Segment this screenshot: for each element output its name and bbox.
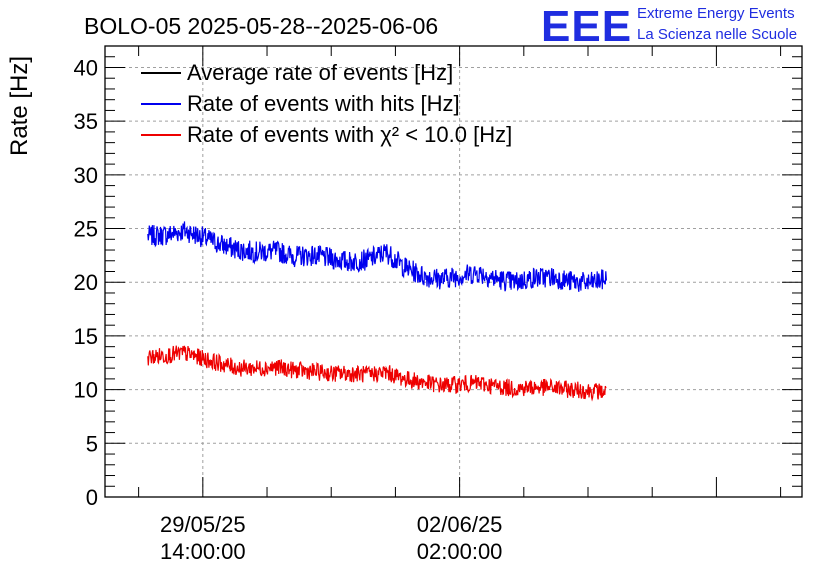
x-tick-time: 14:00:00 [160,539,246,564]
y-tick-label: 20 [74,270,98,295]
x-tick-time: 02:00:00 [417,539,503,564]
grid-lines [105,46,802,497]
y-tick-label: 10 [74,378,98,403]
legend-label-1: Rate of events with hits [Hz] [187,91,460,116]
eee-logo: EEE Extreme Energy Events La Scienza nel… [541,2,797,51]
logo-line1: Extreme Energy Events [637,5,795,22]
x-tick-date: 29/05/25 [160,512,246,537]
logo-line2: La Scienza nelle Scuole [637,26,797,43]
y-tick-label: 25 [74,217,98,242]
series-line-2 [147,345,607,402]
series-group [147,221,607,402]
y-tick-label: 35 [74,109,98,134]
axes [104,45,803,498]
y-tick-label: 5 [86,431,98,456]
y-tick-label: 40 [74,55,98,80]
logo-mark: EEE [541,2,632,51]
legend-label-2: Rate of events with χ² < 10.0 [Hz] [187,122,512,147]
y-tick-label: 15 [74,324,98,349]
y-tick-label: 30 [74,163,98,188]
y-tick-label: 0 [86,485,98,510]
series-line-1 [147,221,607,292]
legend: Average rate of events [Hz] Rate of event… [141,60,512,147]
chart-title: BOLO-05 2025-05-28--2025-06-06 [84,13,438,39]
legend-label-0: Average rate of events [Hz] [187,60,453,85]
x-tick-date: 02/06/25 [417,512,503,537]
y-axis-label: Rate [Hz] [6,56,33,156]
